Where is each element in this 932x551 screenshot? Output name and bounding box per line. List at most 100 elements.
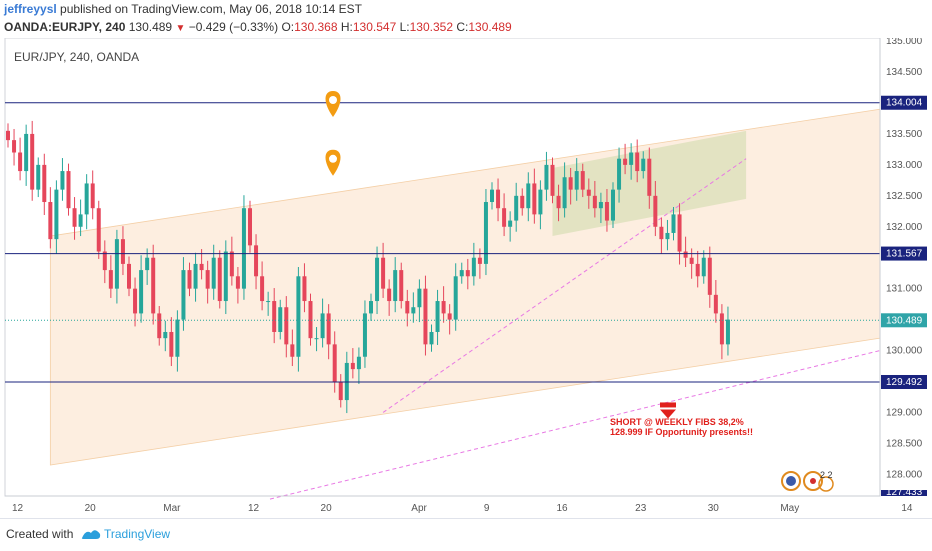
price-tick-label: 132.500 <box>886 191 923 202</box>
candle-body <box>36 164 41 190</box>
candle-body <box>181 270 186 320</box>
map-pin-icon <box>325 90 341 117</box>
publish-line: jeffreyysl published on TradingView.com,… <box>4 2 362 16</box>
candle-body <box>145 257 150 271</box>
high-label: H: <box>340 20 353 34</box>
candle-body <box>42 164 47 203</box>
candle-body <box>719 313 724 345</box>
candle-body <box>544 164 549 190</box>
candle-body <box>381 257 386 289</box>
open-label: O: <box>281 20 295 34</box>
price-tick-label: 131.000 <box>886 284 923 295</box>
candle-body <box>235 276 240 289</box>
level-lines <box>5 102 880 383</box>
candle-body <box>211 257 216 289</box>
candle-body <box>308 301 313 339</box>
candle-body <box>574 171 579 190</box>
icon-count: 2 2 <box>820 470 833 480</box>
candle-body <box>405 301 410 314</box>
price-level-tag <box>881 246 927 261</box>
time-tick-label: 16 <box>557 503 569 514</box>
candle-body <box>30 133 35 190</box>
price-level-tag <box>881 374 927 389</box>
candle-body <box>659 226 664 240</box>
candle-body <box>120 239 125 264</box>
candle-body <box>108 270 113 289</box>
candle-body <box>514 195 519 221</box>
candle-body <box>248 208 252 246</box>
price-tick-label: 132.000 <box>886 222 923 233</box>
time-tick-label: 30 <box>708 503 720 514</box>
candle-body <box>48 202 53 240</box>
candle-body <box>60 171 65 190</box>
candle-body <box>592 195 597 209</box>
candle-body <box>133 288 138 314</box>
candle-body <box>369 301 373 314</box>
price-tick-label: 134.500 <box>886 67 923 78</box>
created-with-label: Created with <box>6 527 74 541</box>
candle-body <box>623 158 628 165</box>
candle-body <box>417 288 422 308</box>
candle-body <box>175 319 180 357</box>
candle-body <box>629 152 634 165</box>
candle-body <box>66 171 71 209</box>
trend-dashed-line <box>382 158 747 413</box>
candle-body <box>187 270 192 289</box>
candle-body <box>671 214 676 233</box>
price-tick-label: 133.500 <box>886 129 923 140</box>
price-chart[interactable]: EUR/JPY, 240, OANDA 135.000 134.500 134.00… <box>0 38 932 518</box>
candle-body <box>538 189 543 215</box>
price-axis[interactable]: 135.000134.500134.000133.500133.000132.5… <box>879 38 932 498</box>
time-axis[interactable]: 12 20 Mar 12 20 Apr 9 16 23 30 May 14 <box>5 495 913 514</box>
time-tick-label: May <box>780 503 799 514</box>
candle-body <box>490 189 494 203</box>
price-tick-label: 130.000 <box>886 346 923 357</box>
candle-body <box>290 344 295 357</box>
candle-body <box>6 130 10 141</box>
candle-body <box>332 344 337 382</box>
candle-body <box>356 356 361 370</box>
candle-body <box>362 313 367 357</box>
map-pin-icon-hole <box>329 95 337 104</box>
tradingview-brand[interactable]: TradingView <box>104 527 171 541</box>
bottom-icons[interactable]: 2 2 <box>781 470 834 492</box>
candle-body <box>96 208 101 252</box>
map-pin-icon-hole <box>329 154 337 163</box>
candle-body <box>205 270 210 289</box>
short-marker-bar <box>660 402 676 408</box>
candle-body <box>683 251 688 258</box>
footer: Created with TradingView <box>0 518 932 551</box>
candle-body <box>157 313 162 339</box>
candle-body <box>338 381 343 401</box>
candle-body <box>163 331 168 339</box>
username-link[interactable]: jeffreyysl <box>4 2 57 16</box>
candle-body <box>350 362 355 370</box>
price-level-tag <box>881 95 927 110</box>
candle-body <box>496 189 501 209</box>
candle-body <box>139 270 144 314</box>
price-tick-label: 128.000 <box>886 469 923 480</box>
low-value: 130.352 <box>409 20 453 34</box>
ohlc-line: OANDA:EURJPY, 240 130.489 ▼ −0.429 (−0.3… <box>4 20 512 34</box>
candle-body <box>677 214 682 252</box>
close-label: C: <box>456 20 469 34</box>
candle-body <box>695 263 700 277</box>
price-level-tag-text: 134.004 <box>886 98 923 109</box>
dividend-icon[interactable] <box>818 476 834 492</box>
candle-body <box>314 338 319 340</box>
price-tick-label: 128.500 <box>886 438 923 449</box>
price-level-tag-text: 129.492 <box>886 377 923 388</box>
published-info: published on TradingView.com, May 06, 20… <box>60 2 363 16</box>
high-value: 130.547 <box>352 20 397 34</box>
time-tick-label: 23 <box>635 503 647 514</box>
price-level-tag-text: 131.567 <box>886 249 923 260</box>
candle-body <box>526 183 531 209</box>
candle-body <box>272 301 277 332</box>
candle-body <box>90 183 95 209</box>
candle-body <box>12 140 17 153</box>
price-axis-bg <box>880 38 932 496</box>
time-tick-label: 20 <box>321 503 333 514</box>
candle-body <box>641 158 646 172</box>
tradingview-logo-icon[interactable] <box>80 525 102 543</box>
time-tick-label: 12 <box>12 503 24 514</box>
